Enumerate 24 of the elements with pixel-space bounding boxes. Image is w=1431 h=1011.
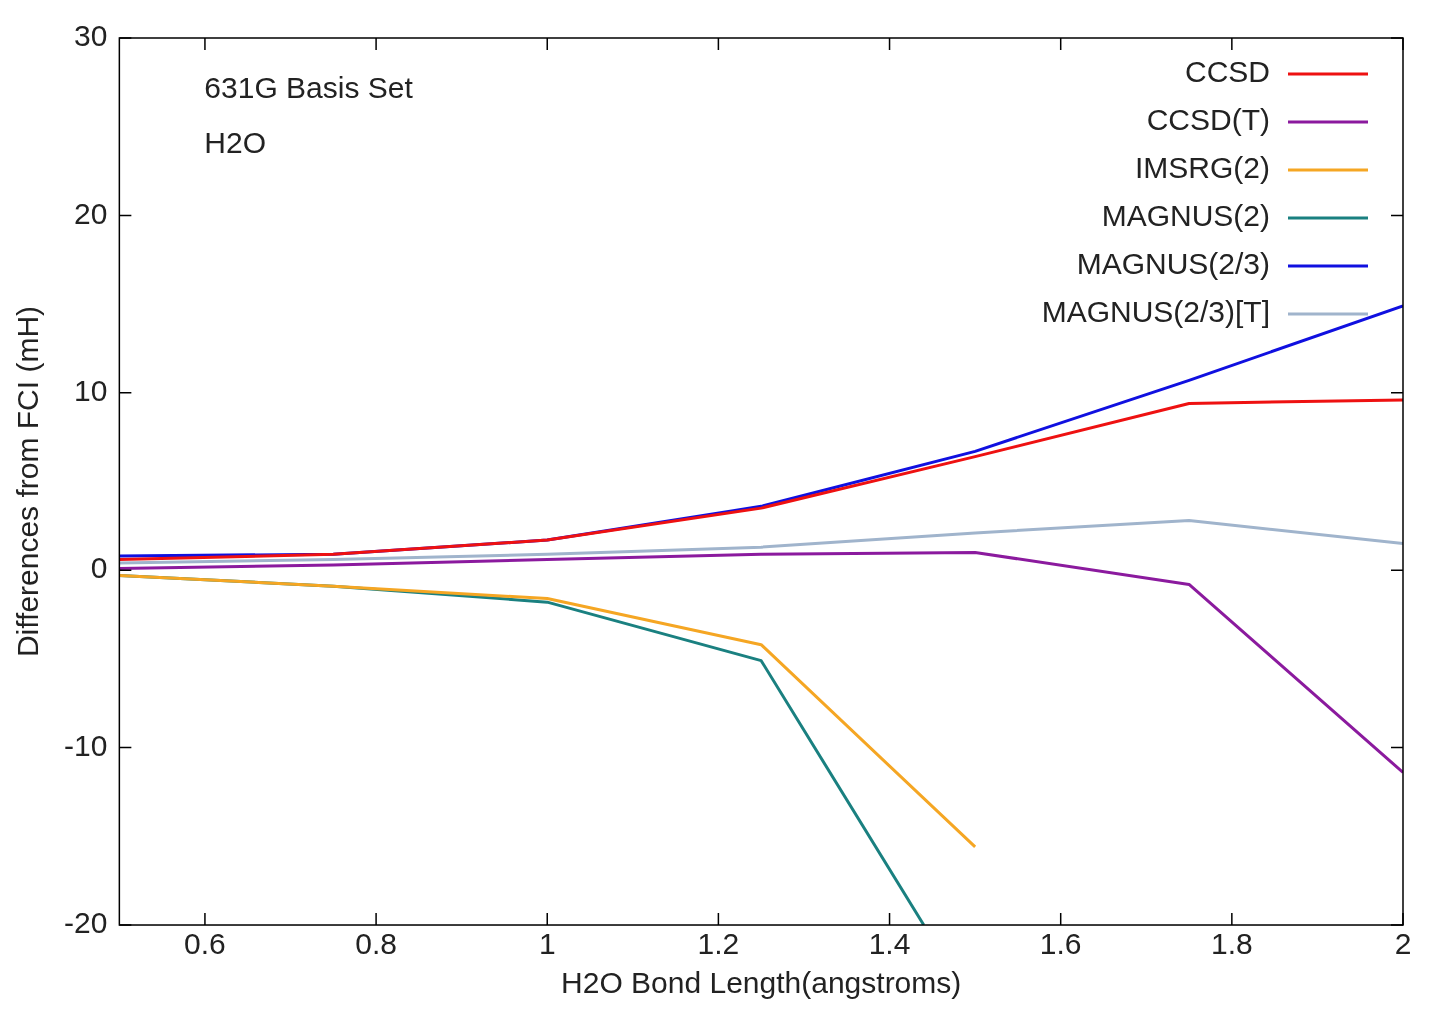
legend-label: CCSD [1184, 55, 1270, 89]
x-tick-label: 0.6 [184, 927, 226, 961]
legend-label: CCSD(T) [1146, 103, 1270, 137]
x-axis-title: H2O Bond Length(angstroms) [561, 966, 962, 1000]
x-tick-label: 1.8 [1210, 927, 1253, 961]
y-axis-title: Differences from FCI (mH) [11, 305, 45, 658]
legend-label: MAGNUS(2/3) [1076, 247, 1270, 281]
legend-label: MAGNUS(2) [1101, 199, 1270, 233]
y-tick-label: 30 [73, 19, 108, 53]
legend-label: MAGNUS(2/3)[T] [1041, 295, 1270, 329]
y-tick-label: -10 [64, 728, 108, 762]
y-tick-label: 10 [73, 374, 108, 408]
legend-label: IMSRG(2) [1135, 151, 1270, 185]
y-tick-label: 20 [73, 196, 108, 230]
annotation: H2O [204, 126, 267, 160]
x-tick-label: 1 [538, 927, 556, 961]
x-tick-label: 1.6 [1039, 927, 1082, 961]
x-tick-label: 1.4 [868, 927, 911, 961]
annotation: 631G Basis Set [204, 71, 414, 105]
x-tick-label: 2 [1394, 927, 1412, 961]
y-tick-label: -20 [64, 906, 108, 940]
x-tick-label: 0.8 [355, 927, 397, 961]
y-tick-label: 0 [90, 551, 108, 585]
x-tick-label: 1.2 [697, 927, 740, 961]
